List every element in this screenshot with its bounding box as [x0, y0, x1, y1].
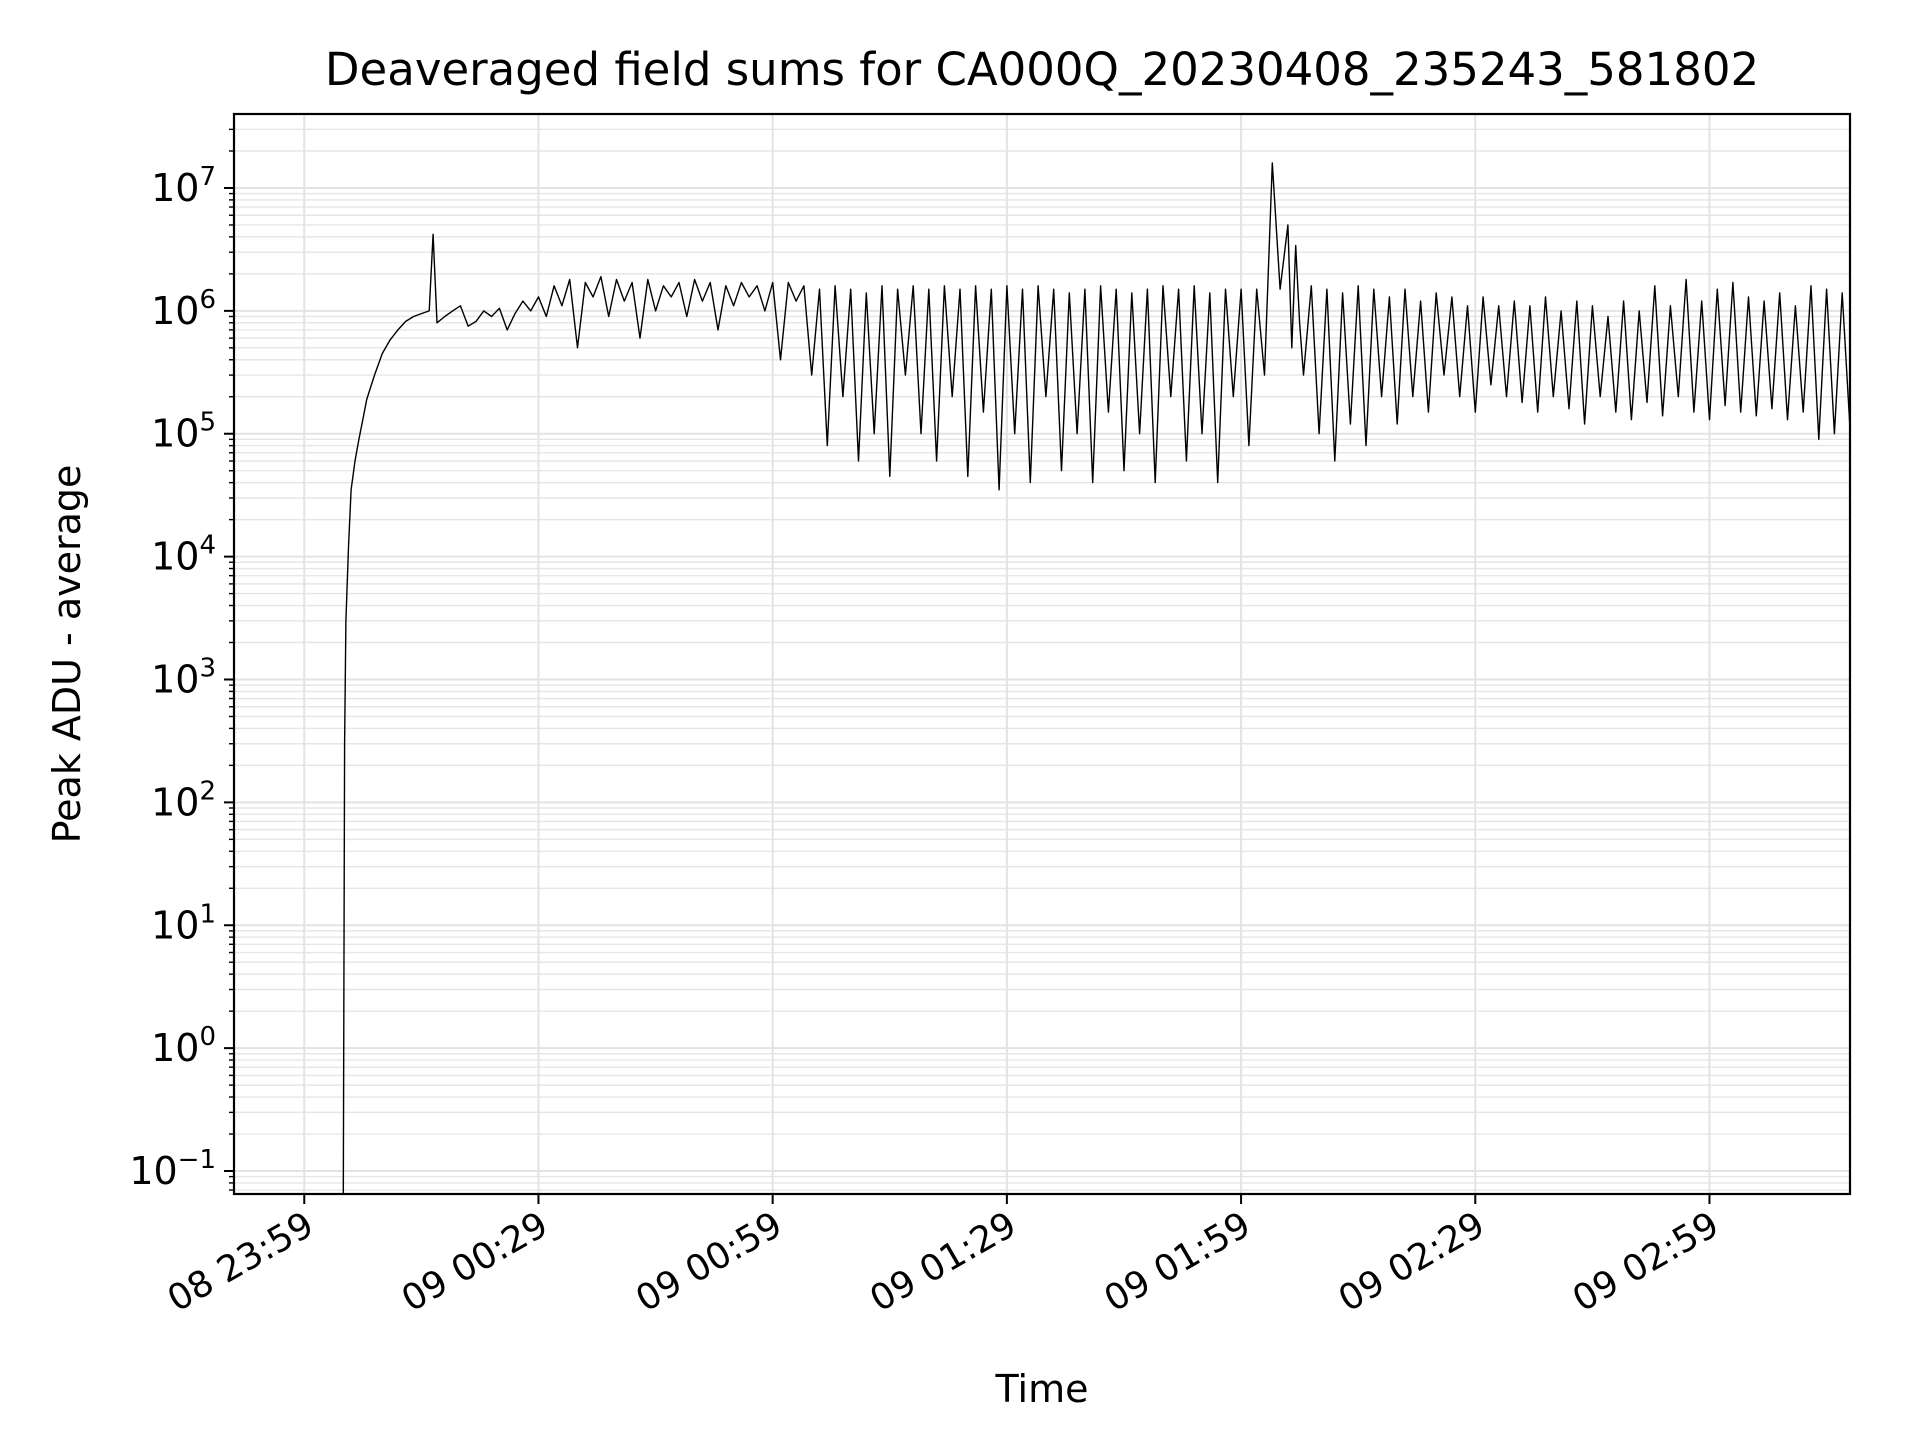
y-axis-label: Peak ADU - average: [45, 465, 89, 844]
series-line-peak-adu: [342, 162, 1851, 1195]
y-tick-labels: 10−1 100 101 102 103 104 105 106 107: [129, 162, 216, 1193]
y-tick-label: 103: [151, 653, 216, 701]
plot-area-frame: [232, 112, 1852, 1196]
y-tick-label: 106: [151, 285, 216, 333]
y-tick-label: 100: [151, 1022, 216, 1070]
y-tick-label: 102: [151, 776, 216, 824]
y-tick-label: 105: [151, 408, 216, 456]
y-tick-label: 10−1: [129, 1145, 216, 1193]
grid-lines: [234, 114, 1850, 1194]
x-axis-label: Time: [995, 1367, 1089, 1411]
y-tick-label: 101: [151, 899, 216, 947]
y-tick-label: 104: [151, 531, 216, 579]
chart-title: Deaveraged field sums for CA000Q_2023040…: [325, 43, 1759, 96]
y-tick-label: 107: [151, 162, 216, 210]
